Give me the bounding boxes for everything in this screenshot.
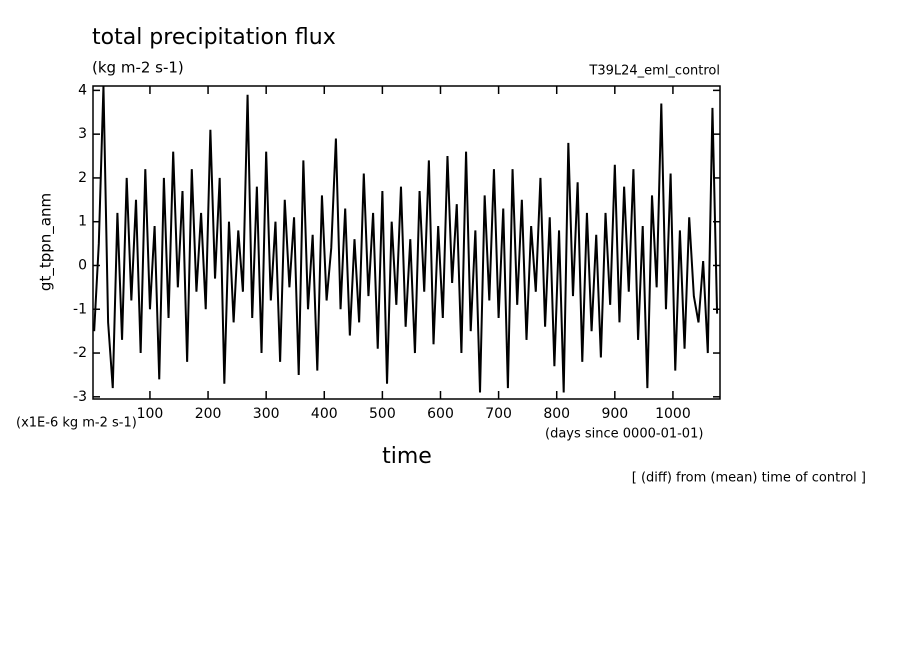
y-unit: (x1E-6 kg m-2 s-1) <box>16 416 137 431</box>
y-tick-label: 3 <box>78 126 87 142</box>
y-tick-label: 0 <box>78 257 87 273</box>
x-tick-label: 500 <box>369 406 396 422</box>
y-tick-label: 4 <box>78 82 87 98</box>
y-tick-label: -3 <box>73 389 87 405</box>
y-axis-label: gt_tppn_anm <box>37 193 56 291</box>
y-tick-label: 1 <box>78 214 87 230</box>
x-tick-label: 100 <box>137 406 164 422</box>
footnote: [ (diff) from (mean) time of control ] <box>632 471 866 486</box>
x-tick-label: 900 <box>601 406 628 422</box>
x-tick-label: 200 <box>195 406 222 422</box>
x-tick-label: 400 <box>311 406 338 422</box>
x-axis-label: time <box>382 444 432 469</box>
x-tick-label: 1000 <box>655 406 691 422</box>
plot-frame <box>92 85 721 400</box>
data-line <box>93 85 719 393</box>
y-tick-label: -1 <box>73 301 87 317</box>
x-tick-label: 600 <box>427 406 454 422</box>
run-label: T39L24_eml_control <box>588 64 720 79</box>
x-tick-label: 800 <box>543 406 570 422</box>
x-unit: (days since 0000-01-01) <box>545 427 703 442</box>
x-tick-label: 300 <box>253 406 280 422</box>
x-tick-label: 700 <box>485 406 512 422</box>
plot-area: -3 -2 -1 0 1 2 3 4 100 200 300 400 500 600 700 800 900 10… <box>73 82 721 422</box>
chart-title: total precipitation flux <box>92 25 336 50</box>
y-tick-label: 2 <box>78 170 87 186</box>
chart-subtitle: (kg m-2 s-1) <box>92 59 184 77</box>
y-tick-label: -2 <box>73 345 87 361</box>
